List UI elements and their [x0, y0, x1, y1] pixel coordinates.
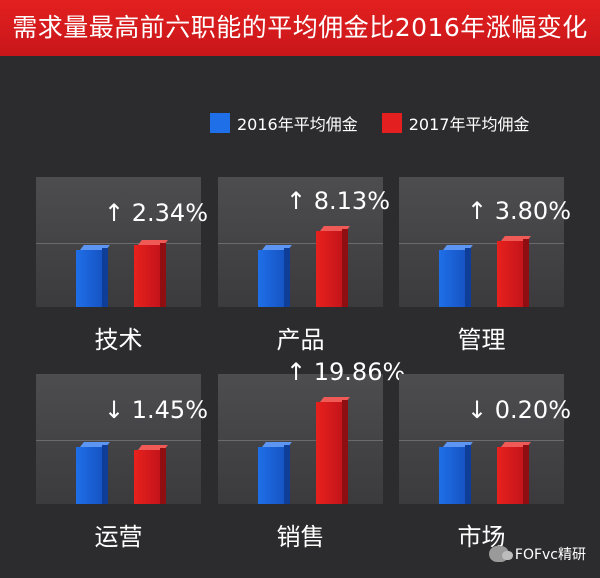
legend-swatch-2016 [210, 113, 230, 133]
bar-2017 [134, 240, 168, 307]
bar-2017-side [342, 229, 348, 307]
bar-2016-side [465, 445, 471, 504]
bar-2016 [439, 245, 473, 307]
bar-2017-side [160, 448, 166, 504]
arrow-up-icon: ↑ [104, 199, 132, 227]
arrow-up-icon: ↑ [286, 187, 314, 215]
bar-2017-side [160, 243, 166, 307]
change-label: ↓ 0.20% [467, 396, 571, 424]
bar-2016 [258, 245, 292, 307]
bar-2017 [497, 442, 531, 504]
bar-2017 [316, 226, 350, 307]
bar-2016 [76, 245, 110, 307]
arrow-up-icon: ↑ [286, 358, 314, 386]
bar-2017 [316, 397, 350, 504]
watermark: FOFvc精研 [488, 544, 586, 564]
bar-2016-side [465, 248, 471, 307]
category-label: 销售 [276, 523, 325, 551]
change-value: 0.20% [494, 396, 571, 424]
category-label: 技术 [94, 326, 143, 354]
change-label: ↑ 2.34% [104, 199, 208, 227]
bar-2016 [439, 442, 473, 504]
panel-gridline [218, 440, 383, 441]
panel-gridline [36, 440, 201, 441]
chart-panel [218, 374, 383, 504]
legend-item-2016: 2016年平均佣金 [210, 111, 358, 135]
change-value: 8.13% [313, 187, 390, 215]
bar-2016 [76, 442, 110, 504]
chart-panel [36, 374, 201, 504]
panel-gridline [36, 243, 201, 244]
chart-panel [399, 177, 564, 307]
watermark-text: FOFvc精研 [514, 547, 586, 563]
bar-2016-side [284, 248, 290, 307]
legend-label-2016: 2016年平均佣金 [237, 115, 358, 134]
chart-title: 需求量最高前六职能的平均佣金比2016年涨幅变化 [0, 0, 600, 56]
change-label: ↑ 19.86% [286, 358, 405, 386]
bar-2017-side [523, 239, 529, 307]
category-label: 产品 [276, 326, 325, 354]
category-label: 运营 [94, 523, 143, 551]
chart-panel [218, 177, 383, 307]
legend: 2016年平均佣金 2017年平均佣金 [210, 108, 553, 138]
arrow-down-icon: ↓ [467, 396, 495, 424]
legend-swatch-2017 [381, 113, 402, 133]
bar-2017-side [523, 445, 529, 504]
legend-label-2017: 2017年平均佣金 [408, 115, 530, 134]
bar-2017 [497, 236, 531, 307]
panel-gridline [399, 243, 564, 244]
wechat-icon [488, 546, 513, 562]
change-value: 1.45% [131, 396, 208, 424]
bar-2016 [258, 442, 292, 504]
bar-2017-side [342, 400, 348, 504]
panel-gridline [399, 440, 564, 441]
change-value: 19.86% [313, 358, 406, 386]
change-value: 2.34% [131, 199, 208, 227]
legend-item-2017: 2017年平均佣金 [381, 111, 530, 135]
chart-panel [399, 374, 564, 504]
bar-2017 [134, 445, 168, 504]
arrow-up-icon: ↑ [467, 197, 495, 225]
bar-2016-side [102, 248, 108, 307]
bar-2016-side [102, 445, 108, 504]
bar-2016-side [284, 445, 290, 504]
category-label: 管理 [457, 326, 506, 354]
arrow-down-icon: ↓ [104, 396, 132, 424]
chart-panel [36, 177, 201, 307]
change-label: ↑ 8.13% [286, 187, 390, 215]
change-label: ↓ 1.45% [104, 396, 208, 424]
panel-gridline [218, 243, 383, 244]
change-label: ↑ 3.80% [467, 197, 571, 225]
change-value: 3.80% [494, 197, 571, 225]
